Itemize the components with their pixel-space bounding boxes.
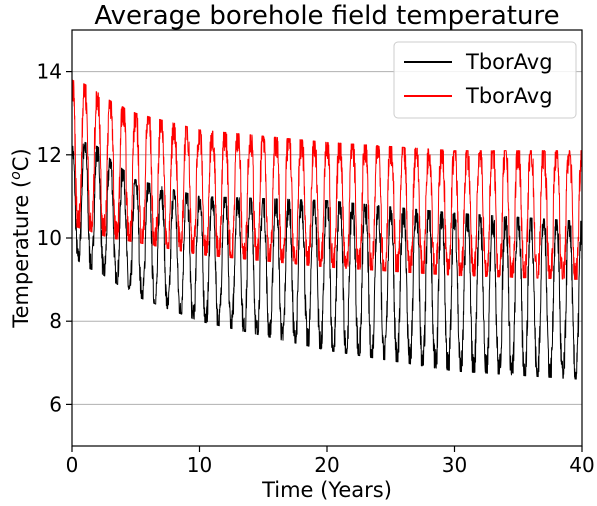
x-tick-label: 10 <box>187 453 212 477</box>
x-tick-label: 20 <box>314 453 339 477</box>
x-axis-label: Time (Years) <box>261 478 392 502</box>
y-tick-label: 12 <box>37 143 62 167</box>
y-tick-label: 10 <box>37 226 62 250</box>
series-line-0 <box>71 141 583 380</box>
y-axis-label-main: Temperature ( <box>9 180 33 329</box>
plot-series <box>71 79 583 380</box>
series-line-1 <box>71 79 583 280</box>
x-tick-label: 0 <box>66 453 79 477</box>
chart-title: Average borehole field temperature <box>94 1 559 31</box>
y-axis-label-unit: C) <box>9 148 33 171</box>
y-tick-label: 8 <box>49 309 62 333</box>
legend-label-red: TborAvg <box>465 84 553 108</box>
y-axis-ticks: 6 8 10 12 14 <box>37 60 72 416</box>
x-tick-label: 30 <box>442 453 467 477</box>
y-axis-label-unit-text: C) <box>9 148 33 171</box>
legend: TborAvg TborAvg <box>393 41 577 119</box>
legend-label-black: TborAvg <box>465 50 553 74</box>
y-axis-label-superscript: o <box>8 171 24 180</box>
y-tick-label: 14 <box>37 60 62 84</box>
x-tick-label: 40 <box>569 453 594 477</box>
y-tick-label: 6 <box>49 392 62 416</box>
y-axis-label: Temperature (oC) <box>8 148 33 328</box>
x-axis-ticks: 0 10 20 30 40 <box>66 446 595 477</box>
